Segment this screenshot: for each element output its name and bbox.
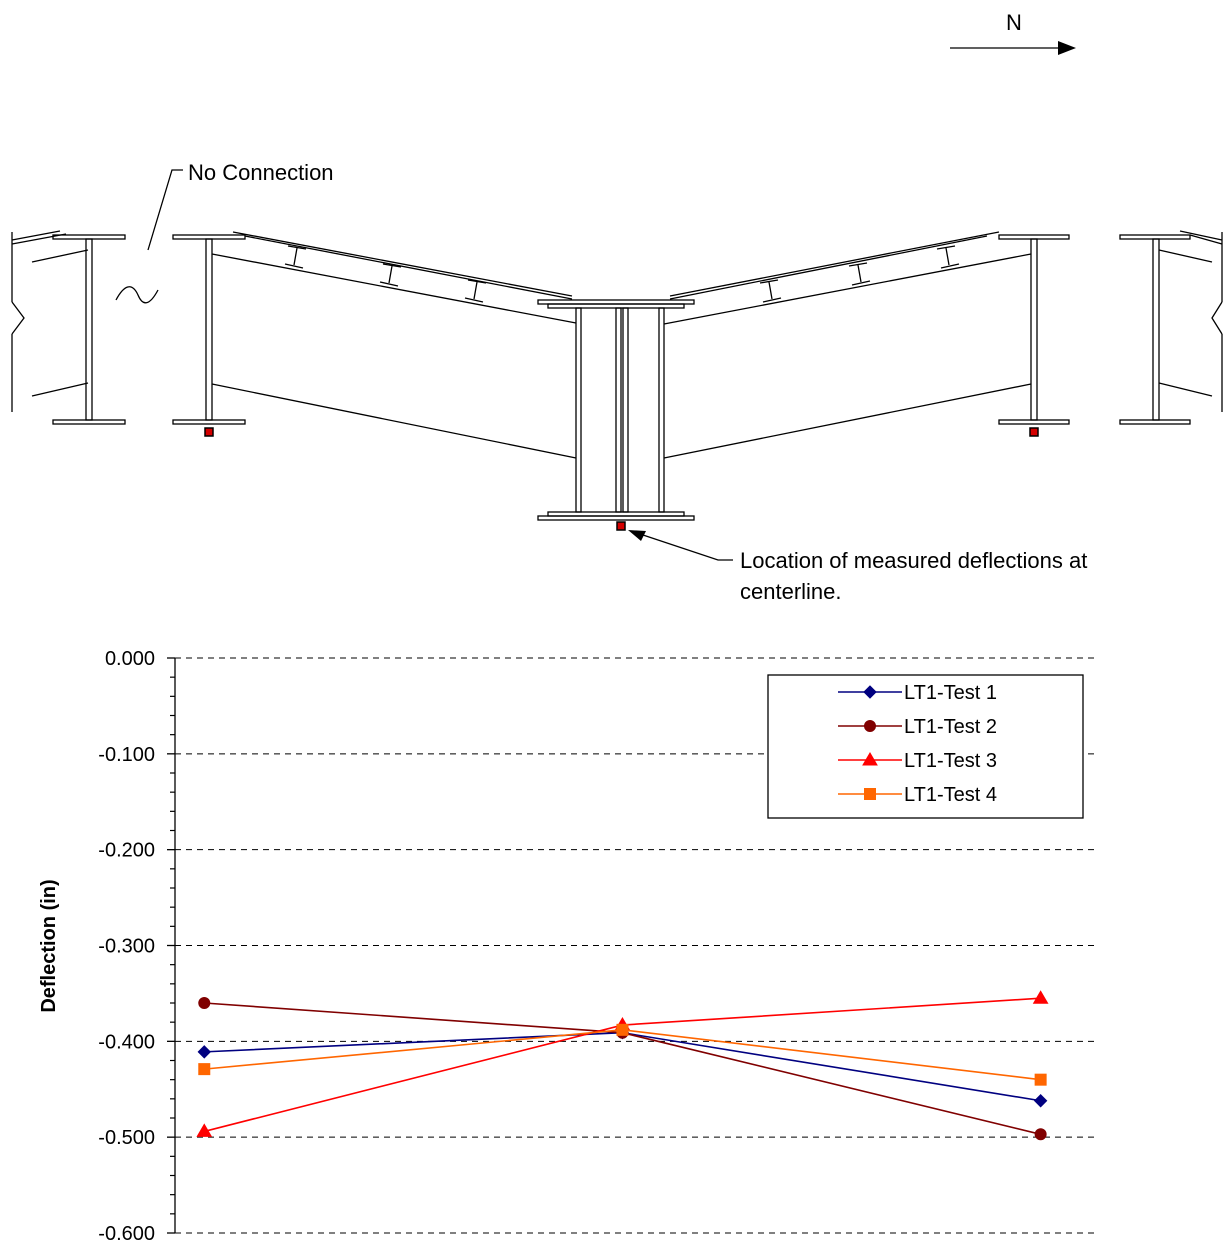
measurement-note-line1: Location of measured deflections at [740, 548, 1087, 573]
data-point [1033, 1094, 1048, 1108]
deflection-chart: 0.000 -0.100 -0.200 -0.300 -0.400 -0.500 -0.60… [38, 648, 1095, 1245]
center-girder [537, 299, 695, 521]
data-point [1034, 1073, 1047, 1086]
legend-entry: LT1-Test 1 [838, 682, 997, 704]
legend-entry: LT1-Test 4 [838, 784, 997, 806]
legend-entry: LT1-Test 2 [838, 716, 997, 738]
data-point [196, 1123, 213, 1137]
north-label: N [1006, 10, 1022, 35]
legend-marker [864, 788, 876, 800]
legend-label: LT1-Test 3 [904, 750, 997, 772]
measurement-marker-left [204, 427, 214, 437]
data-point [1032, 990, 1049, 1004]
series-3 [196, 990, 1049, 1137]
measurement-marker-center [616, 521, 626, 531]
legend-label: LT1-Test 1 [904, 682, 997, 704]
measurement-leader-arrowhead [628, 530, 646, 541]
y-tick-label: -0.200 [98, 840, 155, 862]
y-tick-label: -0.100 [98, 744, 155, 766]
data-point [616, 1023, 629, 1036]
right-box-top-web [663, 253, 1032, 325]
data-point [198, 997, 211, 1009]
left-girder [172, 231, 573, 425]
y-axis-ticks: 0.000 -0.100 -0.200 -0.300 -0.400 -0.500 -0.60… [98, 648, 175, 1245]
legend-marker [864, 720, 876, 732]
right-stringers [759, 245, 960, 303]
y-tick-label: -0.500 [98, 1127, 155, 1149]
legend-marker [862, 752, 878, 766]
data-point [198, 1063, 211, 1076]
legend-label: LT1-Test 2 [904, 716, 997, 738]
legend-box [767, 674, 1084, 819]
series-1 [197, 1026, 1048, 1108]
legend-entry: LT1-Test 3 [838, 750, 997, 772]
y-tick-label: -0.400 [98, 1031, 155, 1053]
no-connection-leader [147, 169, 183, 251]
right-box-bottom-web [663, 383, 1032, 459]
series-line [204, 1031, 1041, 1102]
no-connection-label: No Connection [188, 160, 334, 185]
measurement-leader [639, 533, 733, 561]
data-point [1034, 1128, 1047, 1141]
left-box-top-web [211, 253, 577, 324]
break-symbol [115, 286, 159, 304]
data-point [197, 1045, 211, 1059]
left-box-bottom-web [211, 383, 577, 459]
y-tick-label: 0.000 [105, 648, 155, 670]
y-tick-label: -0.300 [98, 936, 155, 958]
legend: LT1-Test 1 LT1-Test 2 LT1-Test 3 LT1-Test 4 [767, 674, 1084, 819]
legend-label: LT1-Test 4 [904, 784, 997, 806]
y-tick-label: -0.600 [98, 1223, 155, 1245]
series-4 [198, 1023, 1047, 1086]
y-axis-label: Deflection (in) [38, 879, 60, 1012]
series-layer [196, 990, 1049, 1141]
right-girder [669, 231, 1070, 425]
right-adjacent-girder [1119, 230, 1223, 425]
measurement-note-line2: centerline. [740, 579, 842, 604]
legend-marker [863, 685, 877, 699]
bridge-cross-section-diagram: N No Connection [11, 10, 1223, 604]
left-stringers [284, 245, 487, 303]
left-adjacent-girder [11, 230, 126, 425]
measurement-marker-right [1029, 427, 1039, 437]
north-arrow-icon [950, 41, 1076, 55]
